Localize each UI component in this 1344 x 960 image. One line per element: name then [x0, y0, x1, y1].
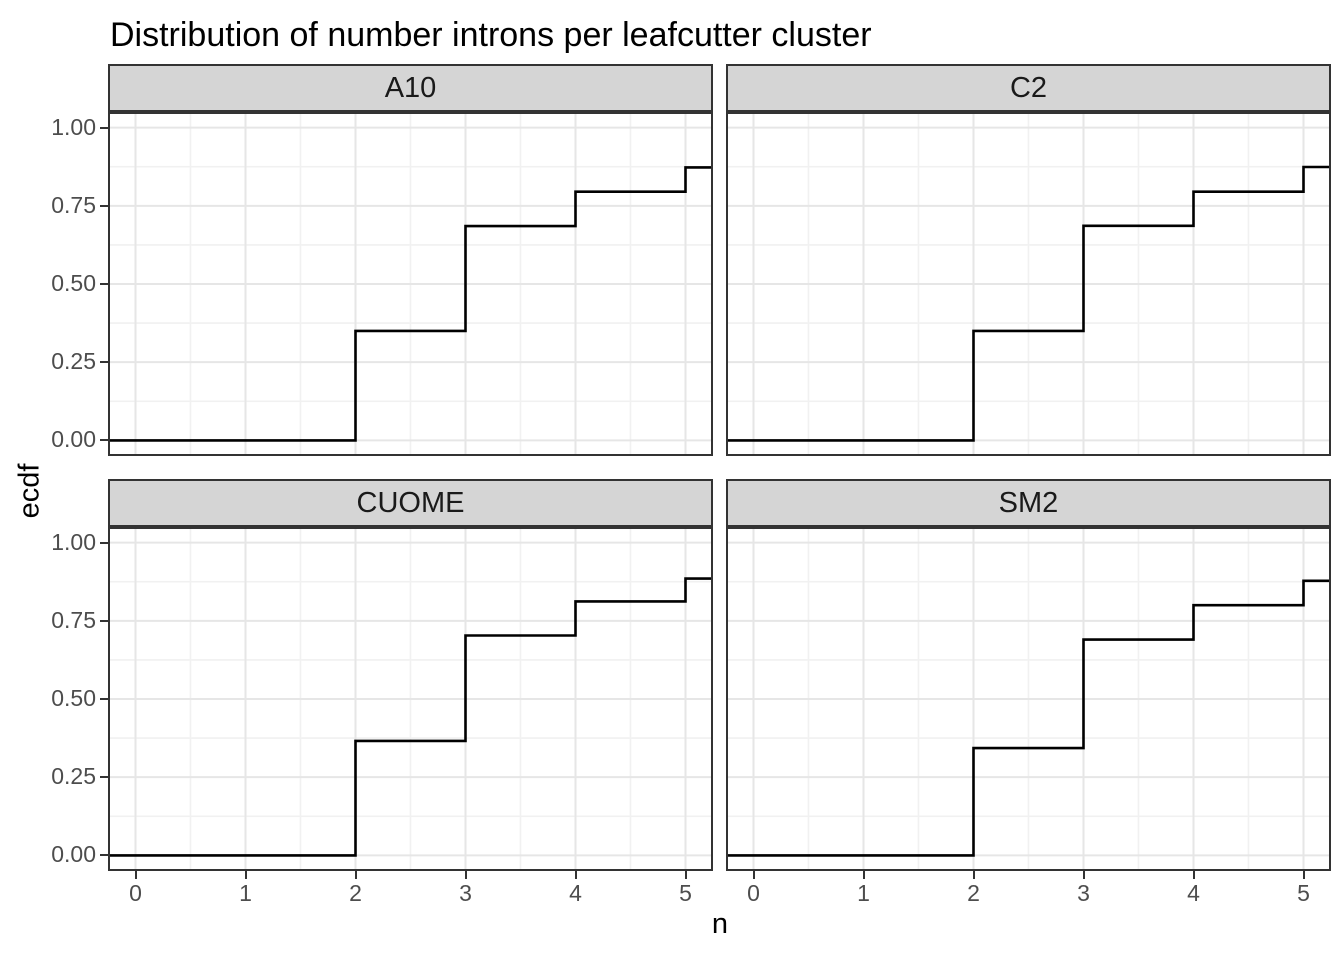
y-tick-mark [100, 541, 108, 544]
x-tick-label: 4 [1187, 880, 1200, 906]
x-tick-mark [684, 871, 687, 879]
y-tick-mark [100, 776, 108, 779]
facet-panel-cuome [108, 527, 713, 871]
x-tick-mark [244, 871, 247, 879]
y-tick-label: 0.50 [51, 270, 96, 296]
y-axis-title: ecdf [13, 463, 46, 519]
facet-strip-label: A10 [384, 71, 437, 104]
x-tick-mark [134, 871, 137, 879]
x-tick-label: 1 [239, 880, 252, 906]
x-tick-label: 2 [349, 880, 362, 906]
facet-panel-a10 [108, 112, 713, 456]
x-tick-label: 0 [129, 880, 142, 906]
facet-strip-label: SM2 [998, 486, 1059, 519]
y-tick-label: 1.00 [51, 113, 96, 140]
x-tick-mark [574, 871, 577, 879]
y-tick-label: 0.00 [51, 841, 96, 868]
x-tick-mark [354, 871, 357, 879]
y-tick-mark [100, 361, 108, 364]
facet-panel-c2 [726, 112, 1331, 456]
y-tick-label: 0.75 [51, 191, 96, 218]
x-tick-mark [464, 871, 467, 879]
facet-strip-sm2: SM2 [726, 479, 1331, 527]
x-tick-mark [1082, 871, 1085, 879]
x-tick-mark [972, 871, 975, 879]
x-tick-label: 5 [679, 880, 692, 906]
x-tick-label: 5 [1297, 880, 1310, 906]
y-tick-label: 0.50 [51, 685, 96, 711]
x-tick-mark [1302, 871, 1305, 879]
y-tick-mark [100, 283, 108, 285]
facet-strip-cuome: CUOME [108, 479, 713, 527]
facet-strip-label: C2 [1009, 71, 1048, 104]
y-tick-label: 0.25 [51, 348, 96, 375]
y-tick-mark [100, 439, 108, 442]
x-axis-title: n [711, 908, 729, 940]
y-tick-label: 0.25 [51, 763, 96, 790]
plot-title: Distribution of number introns per leafc… [110, 16, 872, 54]
y-tick-label: 1.00 [51, 528, 96, 555]
x-tick-label: 3 [459, 880, 472, 906]
x-tick-label: 1 [857, 880, 870, 906]
y-tick-label: 0.75 [51, 606, 96, 633]
facet-strip-label: CUOME [356, 486, 465, 519]
x-tick-label: 3 [1077, 880, 1090, 906]
x-tick-mark [862, 871, 865, 879]
y-tick-mark [100, 126, 108, 129]
y-tick-mark [100, 204, 108, 207]
facet-strip-c2: C2 [726, 64, 1331, 112]
facet-strip-a10: A10 [108, 64, 713, 112]
x-tick-label: 0 [747, 880, 760, 906]
x-tick-label: 4 [569, 880, 582, 906]
y-tick-label: 0.00 [51, 426, 96, 453]
x-tick-mark [752, 871, 755, 879]
x-tick-mark [1192, 871, 1195, 879]
y-tick-mark [100, 854, 108, 857]
x-tick-label: 2 [967, 880, 980, 906]
y-tick-mark [100, 698, 108, 700]
y-tick-mark [100, 619, 108, 622]
facet-panel-sm2 [726, 527, 1331, 871]
